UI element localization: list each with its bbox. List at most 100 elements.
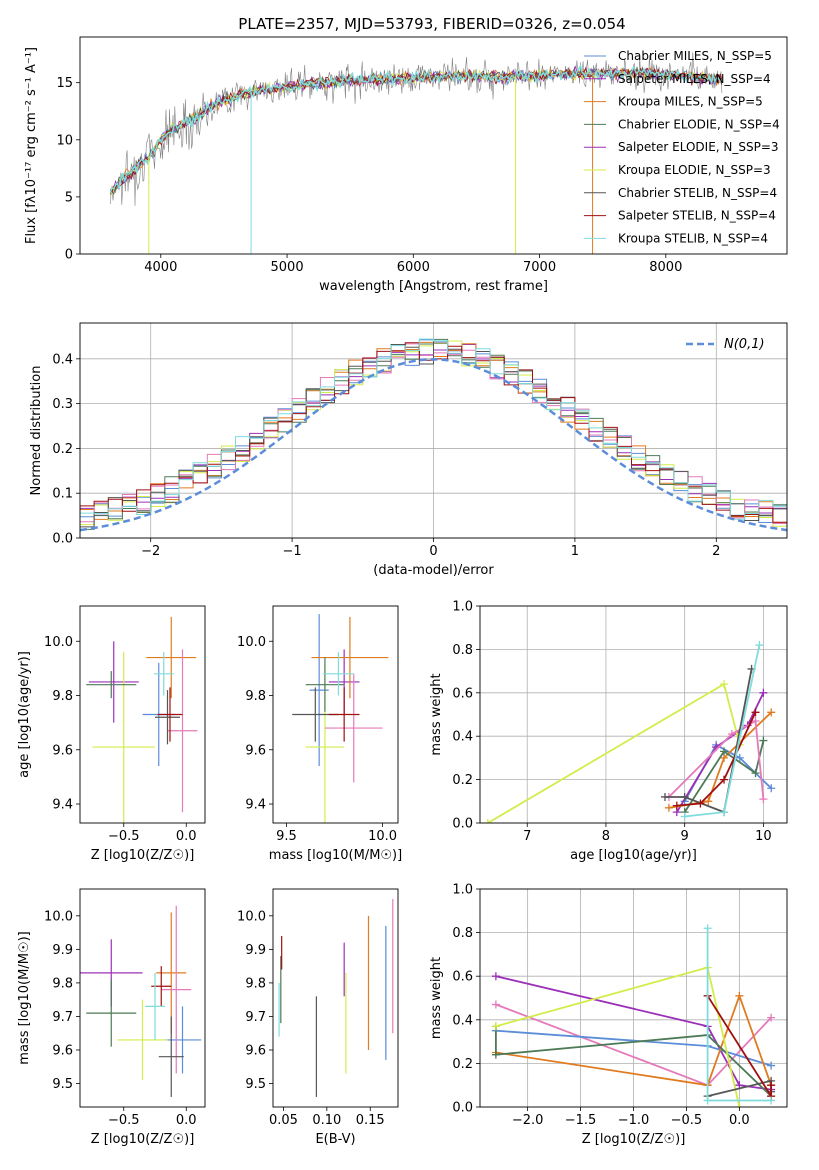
weight_vs_age-frame <box>479 605 788 824</box>
y-tick-label: 9.6 <box>245 743 266 758</box>
weight-series-line <box>494 1026 772 1097</box>
mass_vs_EBV-frame <box>272 888 399 1108</box>
weight-series-line <box>495 975 772 1091</box>
mass_vs_EBV-points <box>278 899 394 1097</box>
weight-marker <box>660 792 669 801</box>
legend-entry: Kroupa STELIB, N_SSP=4 <box>618 231 768 245</box>
x-tick-label: 7 <box>523 829 531 844</box>
y-axis-label: mass weight <box>429 673 444 755</box>
weight-series-line <box>676 711 757 807</box>
y-tick-label: 9.4 <box>52 798 73 813</box>
y-tick-label: 9.6 <box>245 1043 266 1058</box>
weight-series-line <box>668 719 765 800</box>
y-tick-label: 0.6 <box>452 686 473 701</box>
y-tick-label: 0.2 <box>452 1057 473 1072</box>
x-axis-label: Z [log10(Z/Z☉)] <box>582 1132 686 1147</box>
y-tick-label: 1.0 <box>452 883 473 898</box>
weight-marker <box>696 799 705 808</box>
y-tick-label: 9.8 <box>52 976 73 991</box>
weight-marker <box>720 775 729 784</box>
y-tick-label: 10.0 <box>237 909 266 924</box>
weight-marker <box>720 680 729 689</box>
mass_vs_EBV-axes: 0.05 0.10 0.15 9.5 9.6 9.7 9.8 9.9 10.0 E(B-V) <box>237 909 385 1147</box>
weight_vs_age-lines <box>483 641 776 823</box>
legend-entry: N(0,1) <box>724 337 765 352</box>
y-tick-label: 9.5 <box>52 1077 73 1092</box>
y-axis-label: Flux [fλ10⁻¹⁷ erg cm⁻² s⁻¹ A⁻¹] <box>24 47 39 244</box>
weight-marker <box>759 736 768 745</box>
weight-marker <box>491 1022 500 1031</box>
legend-entry: Salpeter STELIB, N_SSP=4 <box>618 209 776 223</box>
x-tick-label: 0.0 <box>729 1113 750 1128</box>
weight-marker <box>759 688 768 697</box>
y-tick-label: 9.8 <box>52 689 73 704</box>
weight-marker <box>727 730 736 739</box>
spectrum-axes: 4000 5000 6000 7000 8000 0 5 10 15 wavelength [An… <box>24 47 682 294</box>
weight-marker <box>703 924 712 933</box>
y-tick-label: 0.0 <box>52 532 73 547</box>
x-tick-label: 6000 <box>397 260 430 275</box>
weight-marker <box>680 812 689 821</box>
y-tick-label: 9.7 <box>52 1010 73 1025</box>
x-tick-label: 8 <box>602 829 610 844</box>
model-spectrum-line <box>109 64 723 194</box>
y-axis-label: mass weight <box>429 957 444 1039</box>
figure-title: PLATE=2357, MJD=53793, FIBERID=0326, z=0… <box>238 15 625 33</box>
weight-marker <box>755 641 764 650</box>
x-tick-label: 9.5 <box>276 829 297 844</box>
x-axis-label: age [log10(age/yr)] <box>570 848 697 863</box>
weight_vs_Z-lines <box>491 924 776 1107</box>
weight-marker <box>751 769 760 778</box>
y-tick-label: 0.0 <box>452 1101 473 1116</box>
x-tick-label: 0.0 <box>176 1113 197 1128</box>
legend-entry: Chabrier MILES, N_SSP=5 <box>618 49 772 63</box>
y-tick-label: 10.0 <box>237 635 266 650</box>
x-tick-label: 1 <box>571 544 579 559</box>
y-tick-label: 0.1 <box>52 487 73 502</box>
spectrum-legend: Chabrier MILES, N_SSP=5 Salpeter MILES, N… <box>584 49 780 245</box>
x-tick-label: 10.0 <box>368 829 397 844</box>
x-tick-label: 0.10 <box>312 1113 341 1128</box>
weight-marker <box>703 1096 712 1105</box>
weight-marker <box>491 1050 500 1059</box>
y-tick-label: 1.0 <box>452 600 473 615</box>
weight-marker <box>735 1103 744 1107</box>
weight-marker <box>767 1061 776 1070</box>
legend-entry: Kroupa MILES, N_SSP=5 <box>618 95 763 109</box>
x-tick-label: −2.0 <box>512 1113 544 1128</box>
weight-marker <box>680 792 689 801</box>
legend-entry: Kroupa ELODIE, N_SSP=3 <box>618 163 771 177</box>
x-tick-label: 0.15 <box>356 1113 385 1128</box>
y-tick-label: 10.0 <box>44 635 73 650</box>
mass_vs_Z-axes: −0.5 0.0 9.5 9.6 9.7 9.8 9.9 10.0 Z [log10(Z/Z☉)… <box>17 909 197 1147</box>
residuals-axes: −2 −1 0 1 2 0.0 0.1 0.2 0.3 0.4 (data-model)/error… <box>29 323 787 578</box>
y-axis-label: Normed distribution <box>29 366 44 496</box>
gaussian-curve <box>80 358 787 532</box>
weight-marker <box>720 747 729 756</box>
mass_vs_Z-frame <box>79 888 206 1108</box>
weight-series-line <box>665 668 753 814</box>
weight-marker <box>720 808 729 817</box>
histogram-group <box>80 338 787 538</box>
y-tick-label: 0.3 <box>52 397 73 412</box>
y-tick-label: 9.9 <box>245 943 266 958</box>
weight-marker <box>672 801 681 810</box>
x-tick-label: 7000 <box>523 260 556 275</box>
y-tick-label: 0.2 <box>52 442 73 457</box>
y-tick-label: 10.0 <box>44 909 73 924</box>
x-axis-label: (data-model)/error <box>373 563 494 578</box>
spectrum-frame <box>79 36 788 255</box>
age_vs_Z-axes: −0.5 0.0 9.4 9.6 9.8 10.0 Z [log10(Z/Z☉)] age [… <box>17 635 197 863</box>
y-tick-label: 0.4 <box>52 352 73 367</box>
weight-marker <box>767 1013 776 1022</box>
y-tick-label: 0 <box>65 248 73 263</box>
x-tick-label: 10 <box>755 829 772 844</box>
x-tick-label: −0.5 <box>108 1113 140 1128</box>
x-axis-label: E(B-V) <box>315 1132 355 1147</box>
weight-marker <box>767 1081 776 1090</box>
weight-marker <box>483 819 492 823</box>
age_vs_Z-frame <box>79 605 206 824</box>
age_vs_mass-points <box>292 614 389 823</box>
legend-entry: Salpeter MILES, N_SSP=4 <box>618 72 771 86</box>
x-tick-label: 2 <box>712 544 720 559</box>
